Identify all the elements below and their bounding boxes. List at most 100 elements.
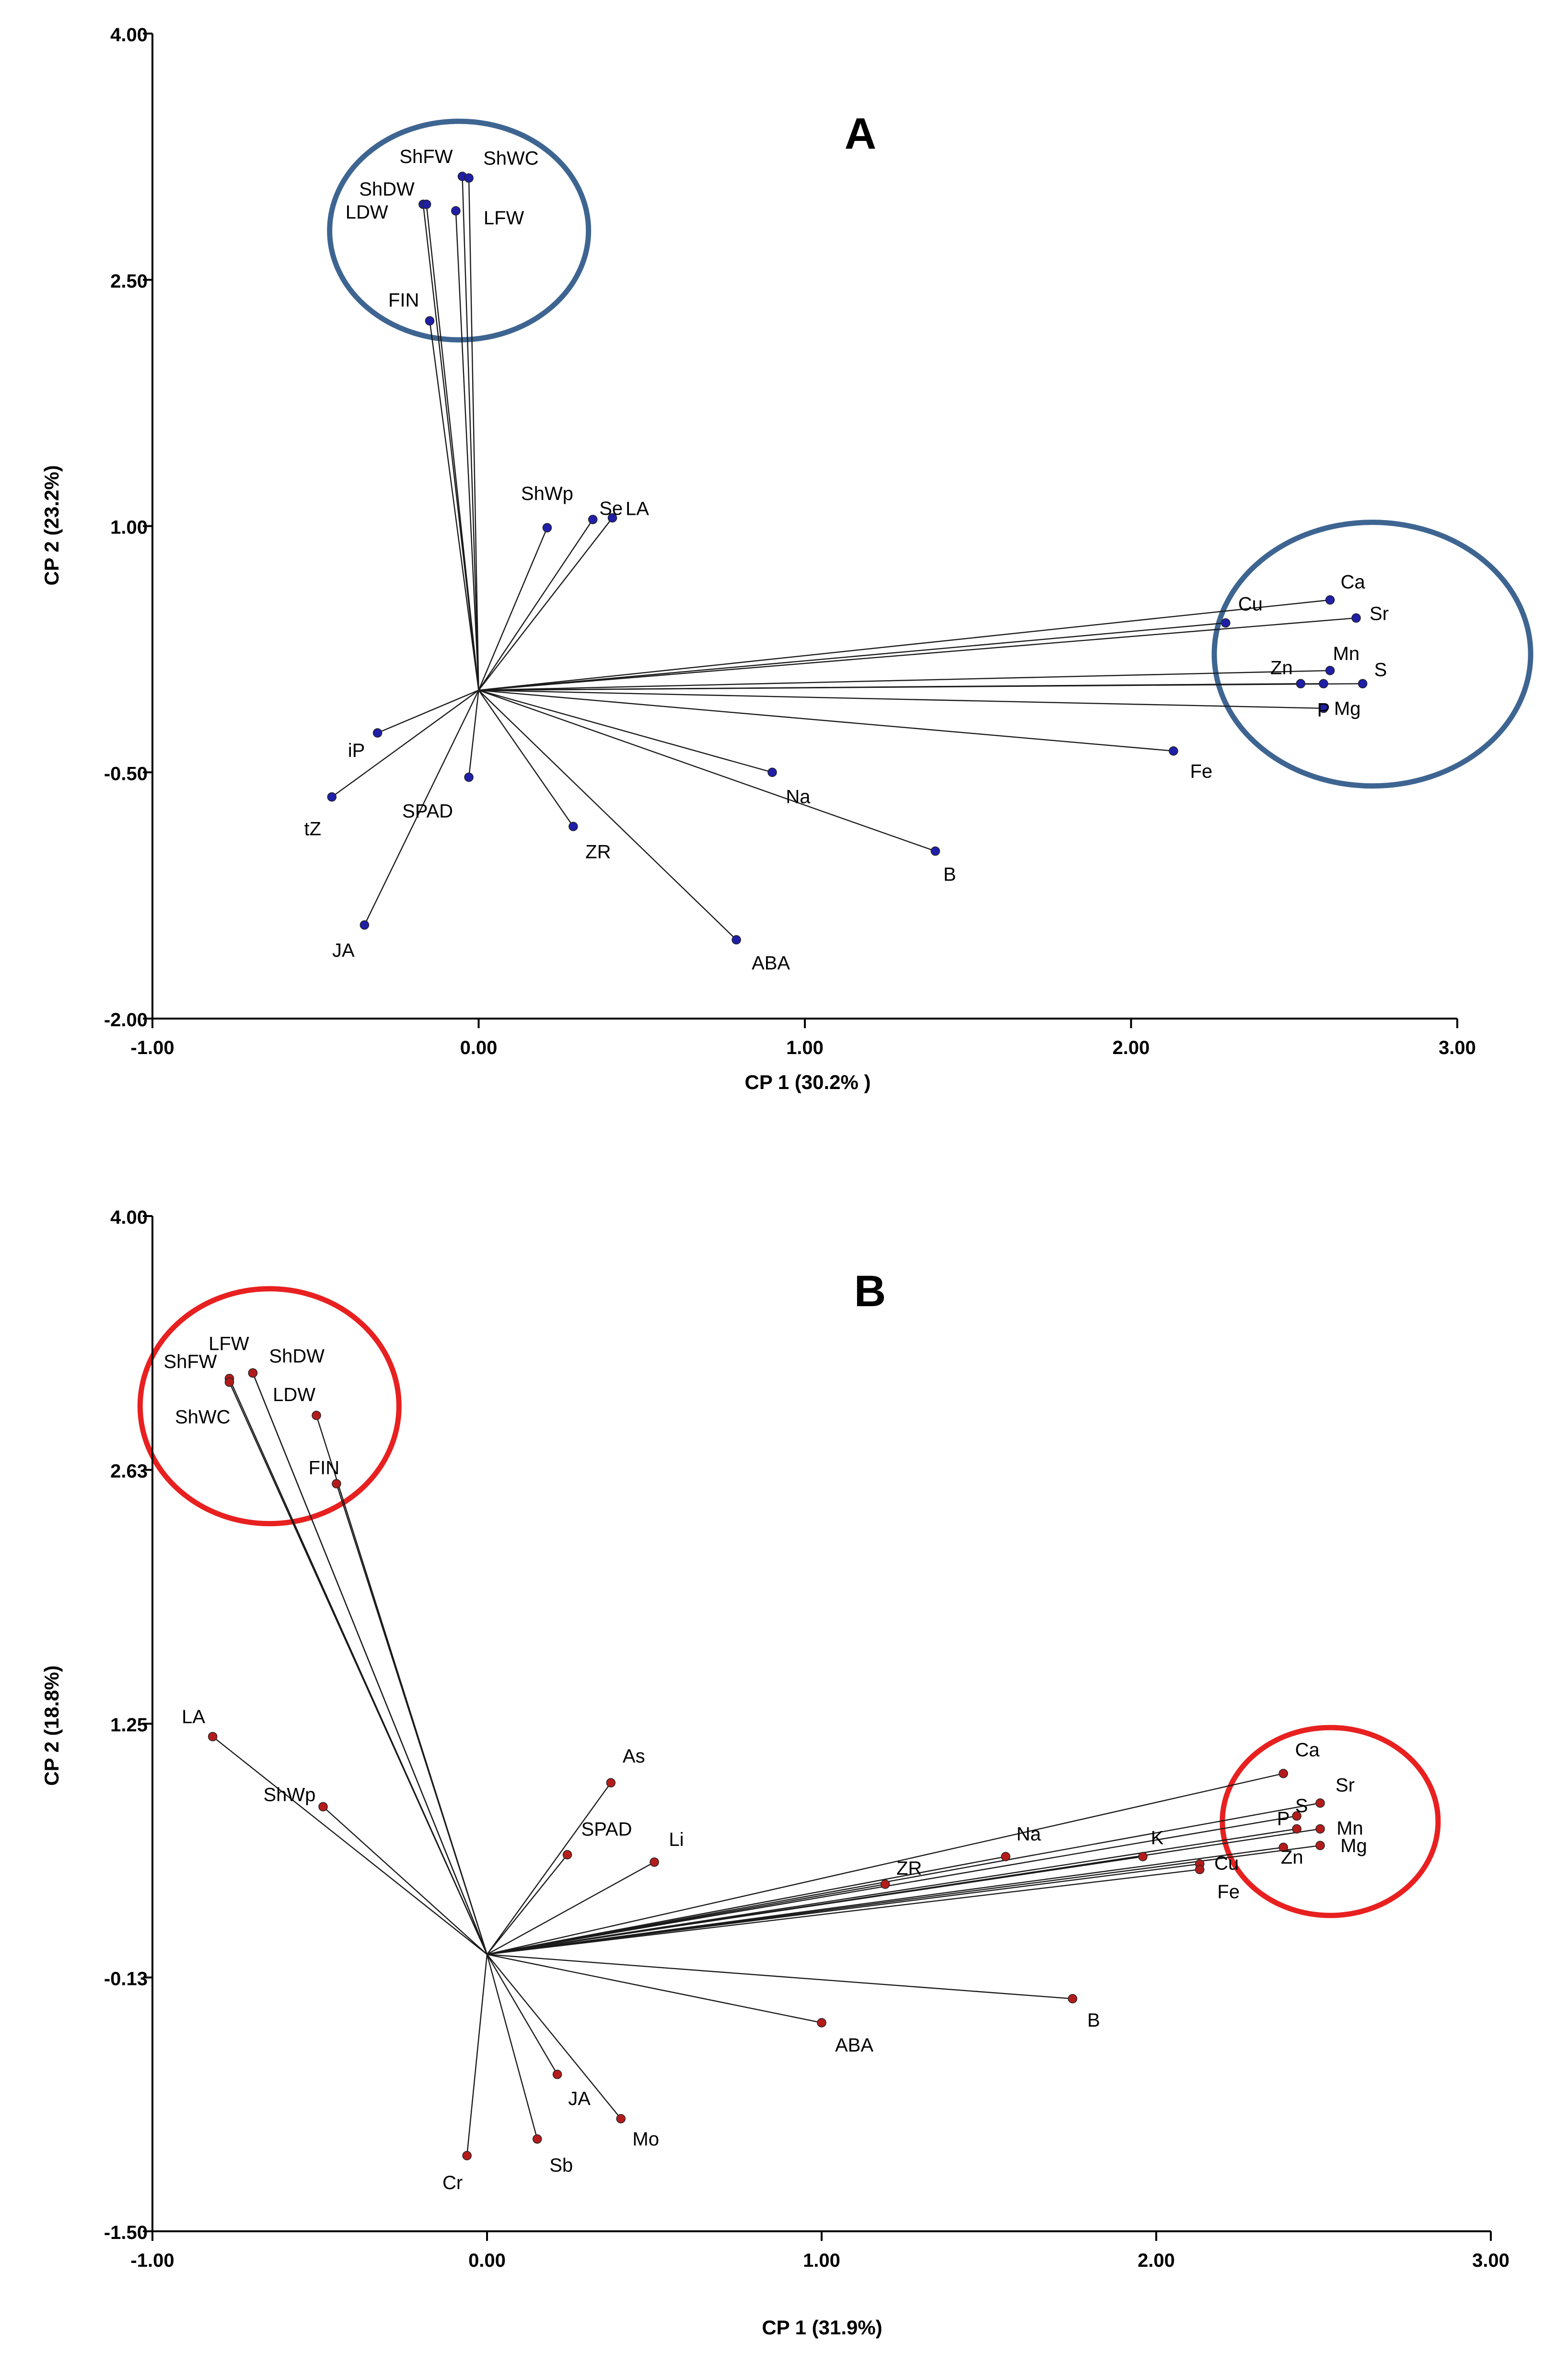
panel-a-label-shdw: ShDW	[359, 179, 415, 200]
panel-a-nutrients-circle	[1211, 520, 1533, 789]
panel-b-label-la: LA	[182, 1706, 205, 1728]
panel-a-point-b	[930, 846, 940, 856]
panel-b-y-tick-label: 2.63	[110, 1461, 148, 1482]
panel-a-vector-fe	[478, 689, 1174, 752]
panel-a-point-shwp	[542, 523, 552, 533]
panel-b-vector-na	[487, 1856, 1006, 1955]
panel-b-vector-k	[487, 1856, 1143, 1955]
panel-b-x-axis-title: CP 1 (31.9%)	[762, 2316, 882, 2339]
panel-b-y-axis-title: CP 2 (18.8%)	[40, 1665, 63, 1786]
panel-a-group-circles	[327, 118, 1533, 789]
panel-b-label-shwc: ShWC	[175, 1407, 231, 1428]
panel-a-label-la: LA	[626, 498, 649, 519]
panel-b-label-na: Na	[1016, 1823, 1041, 1844]
panel-a-y-axis-title: CP 2 (23.2%)	[40, 465, 63, 585]
panel-b-y-tick-label: -1.50	[104, 2222, 148, 2243]
panel-a-point-tz	[327, 792, 337, 802]
panel-b-vector-as	[487, 1782, 612, 1955]
panel-a-y-tick-label: -2.00	[104, 1009, 148, 1031]
panel-b-point-fe	[1195, 1865, 1205, 1874]
panel-b-point-shwc	[224, 1377, 234, 1387]
panel-b-label-mo: Mo	[632, 2129, 659, 2150]
panel-b-y-tick-label: 1.25	[110, 1715, 148, 1736]
panel-b-label-b: B	[1087, 2010, 1100, 2031]
panel-b-title: B	[854, 1267, 886, 1316]
panel-b-vector-cu	[487, 1863, 1200, 1955]
panel-b-x-tick-label: 2.00	[1138, 2250, 1175, 2271]
panel-b-vector-spad	[487, 1854, 568, 1955]
panel-a-vector-shfw	[462, 176, 479, 691]
panel-b-vectors	[212, 1372, 1321, 2156]
panel-b-label-s: S	[1295, 1796, 1308, 1817]
panel-a-title: A	[845, 109, 876, 158]
panel-a-x-tick-label: -1.00	[130, 1037, 174, 1058]
panel-a-label-zn: Zn	[1270, 657, 1293, 678]
panel-a-point-s	[1358, 679, 1368, 689]
panel-b-label-shfw: ShFW	[163, 1351, 217, 1372]
panel-a-label-b: B	[943, 864, 956, 885]
panel-a-vectors	[331, 176, 1363, 940]
panel-b-label-zn: Zn	[1281, 1847, 1303, 1868]
panel-a-label-lfw: LFW	[484, 208, 524, 229]
panel-b-point-sr	[1315, 1798, 1325, 1808]
panel-a-label-shwc: ShWC	[483, 148, 539, 169]
panel-a-vector-spad	[468, 690, 479, 777]
panel-b-point-b	[1068, 1994, 1078, 2004]
panel-b-label-mn: Mn	[1336, 1818, 1363, 1839]
panel-a-label-ip: iP	[348, 740, 365, 761]
panel-b-x-tick-label: 0.00	[468, 2250, 506, 2271]
panel-b-point-s	[1292, 1811, 1301, 1821]
panel-a-label-ldw: LDW	[346, 202, 388, 223]
panel-a-vector-tz	[331, 690, 479, 798]
panel-b-point-spad	[562, 1850, 572, 1860]
panel-a-growth-traits-circle	[327, 118, 592, 343]
panel-a-label-s: S	[1374, 659, 1387, 680]
panel-a-point-la	[607, 513, 617, 523]
panel-a-label-mn: Mn	[1333, 643, 1360, 664]
panel-b-label-p: P	[1277, 1809, 1290, 1830]
panel-b-label-cu: Cu	[1214, 1853, 1239, 1874]
panel-a-label-na: Na	[786, 786, 811, 807]
panel-b-y-tick-label: -0.13	[104, 1969, 148, 1990]
panel-a-point-lfw	[451, 206, 461, 216]
panel-a-vector-mg	[478, 689, 1324, 709]
panel-b-point-zn	[1278, 1843, 1288, 1852]
panel-a-label-ja: JA	[332, 940, 355, 961]
panel-b-point-ca	[1278, 1769, 1288, 1778]
panel-a-vector-mn	[478, 670, 1330, 691]
panel-b-vector-b	[487, 1954, 1073, 1999]
panel-b-label-shdw: ShDW	[269, 1345, 325, 1367]
panel-b-y-tick-label: 4.00	[110, 1207, 148, 1228]
panel-a-point-zn	[1296, 679, 1306, 689]
panel-a-x-tick-label: 0.00	[460, 1037, 498, 1058]
panel-a-point-se	[588, 515, 598, 524]
panel-b-x-tick-label: -1.00	[130, 2250, 174, 2271]
panel-a-x-axis-title: CP 1 (30.2% )	[744, 1071, 871, 1093]
panel-b-label-mg: Mg	[1340, 1835, 1367, 1856]
panel-b-label-lfw: LFW	[209, 1333, 249, 1354]
panel-b-label-cr: Cr	[442, 2172, 463, 2193]
panel-a-vector-fin	[429, 321, 479, 691]
panel-a-point-p	[1319, 679, 1328, 689]
panel-b-label-shwp: ShWp	[264, 1784, 316, 1805]
panel-b-vector-p	[487, 1828, 1297, 1955]
panel-b-point-mn	[1315, 1824, 1325, 1834]
panel-a-point-na	[767, 767, 777, 777]
panel-b-vector-zr	[487, 1883, 885, 1955]
panel-a-point-ip	[372, 728, 383, 738]
panel-b-point-la	[208, 1732, 218, 1741]
panel-a-label-p: P	[1317, 699, 1330, 720]
panel-a-point-ca	[1325, 595, 1335, 605]
panel-a-label-shwp: ShWp	[521, 483, 573, 504]
panel-b-vector-ca	[487, 1773, 1284, 1955]
panel-a-points	[327, 172, 1368, 945]
panel-a-point-spad	[464, 772, 474, 782]
panel-a-y-tick-label: 2.50	[110, 271, 148, 292]
panel-b-point-mg	[1315, 1841, 1325, 1850]
panel-a-vector-aba	[478, 690, 737, 940]
panel-b-vector-shwc	[229, 1382, 488, 1955]
panel-a-label-se: Se	[599, 498, 623, 519]
panel-b-vector-sb	[486, 1954, 538, 2139]
